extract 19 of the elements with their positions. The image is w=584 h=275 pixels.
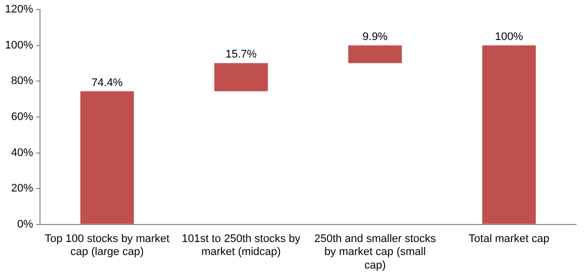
- y-tick-label: 0%: [17, 218, 34, 230]
- data-label: 100%: [494, 30, 524, 43]
- data-label: 9.9%: [362, 30, 388, 43]
- y-tick-label: 120%: [4, 4, 34, 16]
- x-tick-label: Top 100 stocks by market cap (large cap): [44, 233, 170, 258]
- y-tick-label: 100%: [4, 39, 34, 52]
- y-tick-label: 40%: [11, 146, 34, 159]
- x-tick-label: Total market cap: [468, 233, 550, 246]
- data-label: 74.4%: [92, 76, 123, 89]
- bar: [214, 63, 268, 92]
- y-tick-label: 80%: [11, 75, 34, 88]
- bar: [348, 45, 402, 64]
- y-tick-label: 60%: [11, 111, 34, 124]
- bar: [482, 45, 536, 224]
- x-tick-label: 101st to 250th stocks by market (midcap): [182, 233, 301, 258]
- y-tick-label: 20%: [11, 182, 34, 195]
- x-tick-label: 250th and smaller stocks by market cap (small cap): [314, 233, 436, 272]
- bar: [80, 91, 134, 224]
- data-label: 15.7%: [225, 48, 257, 61]
